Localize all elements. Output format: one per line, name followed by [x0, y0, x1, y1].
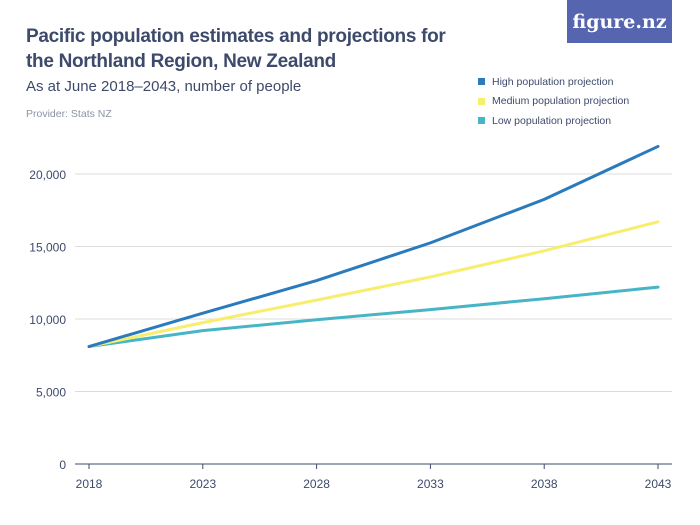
y-tick-label: 5,000 — [36, 386, 66, 400]
y-tick-label: 0 — [59, 458, 66, 472]
logo-text: figure.nz — [572, 10, 667, 33]
figure-nz-logo[interactable]: figure.nz — [567, 0, 672, 43]
legend: High population projection Medium popula… — [478, 72, 629, 131]
x-tick-label: 2038 — [531, 477, 558, 491]
chart-subtitle: As at June 2018–2043, number of people — [26, 78, 302, 95]
chart-title: Pacific population estimates and project… — [26, 26, 446, 72]
legend-item-low: Low population projection — [478, 111, 629, 131]
series-line-low — [87, 285, 660, 349]
y-tick-label: 15,000 — [29, 241, 66, 255]
legend-swatch — [478, 117, 485, 125]
legend-swatch — [478, 97, 485, 105]
legend-label: High population projection — [492, 75, 614, 88]
x-tick-label: 2028 — [303, 477, 330, 491]
x-tick-label: 2033 — [417, 477, 444, 491]
legend-label: Low population projection — [492, 114, 612, 127]
series-line-high — [87, 144, 660, 349]
provider-label: Provider: Stats NZ — [26, 108, 112, 120]
x-tick-label: 2023 — [189, 477, 216, 491]
legend-item-high: High population projection — [478, 72, 629, 92]
x-tick-label: 2018 — [76, 477, 103, 491]
legend-label: Medium population projection — [492, 95, 630, 108]
y-tick-label: 20,000 — [29, 168, 66, 182]
y-tick-label: 10,000 — [29, 313, 66, 327]
x-tick-label: 2043 — [645, 477, 672, 491]
series-line-medium — [87, 220, 660, 349]
legend-item-medium: Medium population projection — [478, 92, 629, 112]
legend-swatch — [478, 78, 485, 86]
